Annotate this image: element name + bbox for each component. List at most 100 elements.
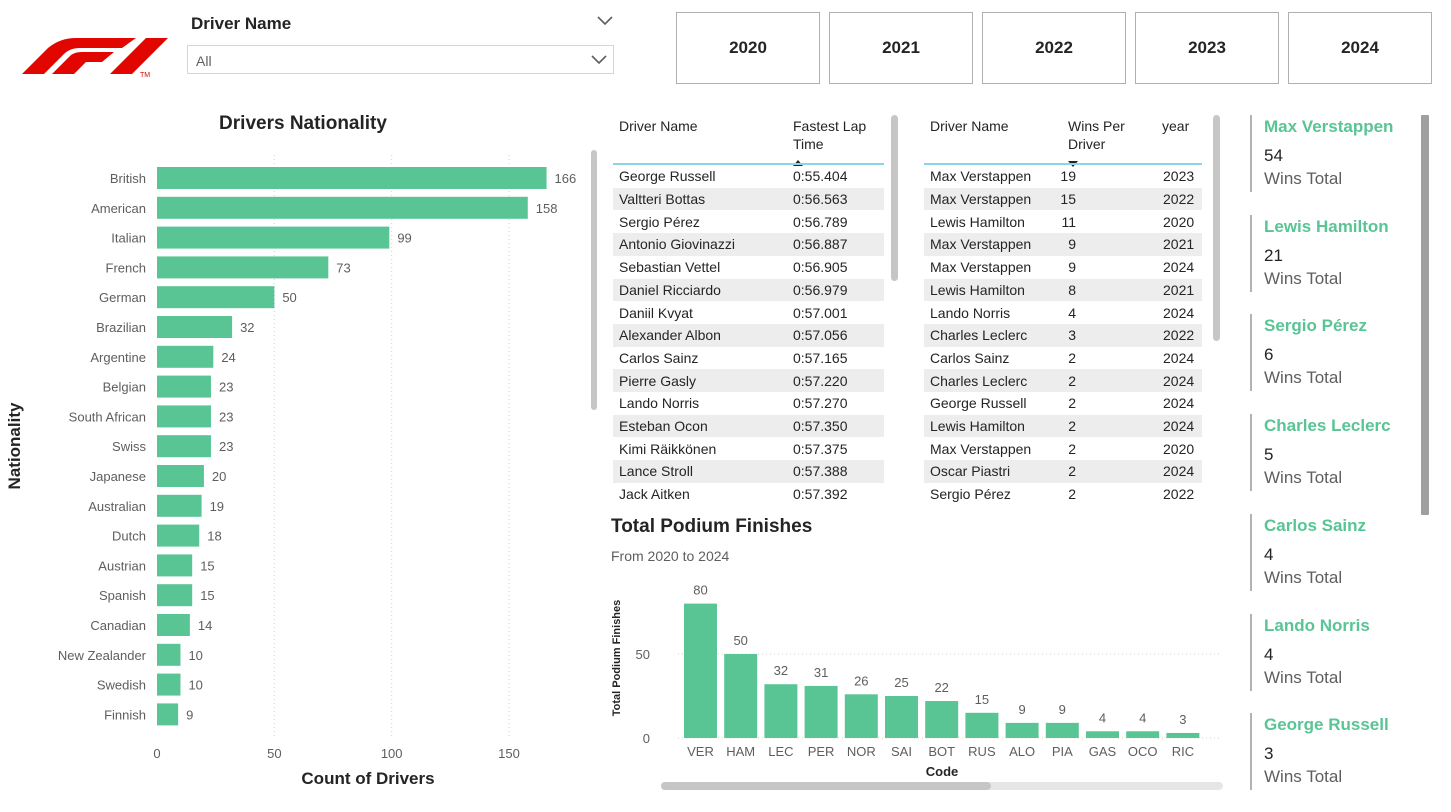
- table-row[interactable]: Daniel Ricciardo 0:56.979: [613, 278, 884, 302]
- podium-bar[interactable]: [684, 603, 717, 738]
- wins-table-scrollbar[interactable]: [1213, 115, 1220, 341]
- table-row[interactable]: Sergio Pérez 2 2022: [924, 483, 1202, 506]
- x-tick-label: LEC: [768, 744, 793, 759]
- table-row[interactable]: Esteban Ocon 0:57.350: [613, 414, 884, 438]
- fastest-lap-header-time[interactable]: Fastest Lap Time: [793, 117, 875, 153]
- podium-bar[interactable]: [885, 696, 918, 738]
- year-button-2023[interactable]: 2023: [1135, 12, 1279, 84]
- table-row[interactable]: Sebastian Vettel 0:56.905: [613, 256, 884, 279]
- table-row[interactable]: Max Verstappen 9 2021: [924, 233, 1202, 256]
- table-row[interactable]: Alexander Albon 0:57.056: [613, 323, 884, 347]
- wins-header-driver[interactable]: Driver Name: [930, 118, 1009, 134]
- nationality-bar[interactable]: [157, 405, 211, 428]
- podium-chart-scrollbar[interactable]: [661, 782, 1223, 790]
- table-row[interactable]: Lance Stroll 0:57.388: [613, 460, 884, 483]
- nationality-bar[interactable]: [157, 494, 202, 517]
- card-driver-name: Charles Leclerc: [1264, 416, 1391, 435]
- chevron-down-icon[interactable]: [596, 14, 614, 28]
- driver-name-cell: Lewis Hamilton: [930, 418, 1025, 435]
- wins-header-wins[interactable]: Wins Per Driver: [1068, 117, 1138, 153]
- x-tick-label: 0: [153, 746, 160, 761]
- nationality-bar[interactable]: [157, 643, 181, 666]
- nationality-bar[interactable]: [157, 465, 204, 487]
- nationality-bar[interactable]: [157, 554, 193, 577]
- year-button-2022[interactable]: 2022: [982, 12, 1126, 84]
- table-row[interactable]: Carlos Sainz 2 2024: [924, 347, 1202, 370]
- nationality-bar[interactable]: [157, 703, 179, 726]
- table-row[interactable]: Max Verstappen 19 2023: [924, 165, 1202, 188]
- nationality-bar[interactable]: [157, 286, 275, 309]
- table-row[interactable]: Lewis Hamilton 2 2024: [924, 414, 1202, 438]
- card-driver-name: Sergio Pérez: [1264, 316, 1367, 335]
- table-row[interactable]: Sergio Pérez 0:56.789: [613, 210, 884, 233]
- table-row[interactable]: Lando Norris 0:57.270: [613, 392, 884, 415]
- table-row[interactable]: Max Verstappen 9 2024: [924, 256, 1202, 279]
- nationality-bar[interactable]: [157, 435, 211, 458]
- table-row[interactable]: Jack Aitken 0:57.392: [613, 483, 884, 506]
- fastest-lap-header-driver[interactable]: Driver Name: [619, 118, 698, 134]
- x-tick-label: 50: [267, 746, 281, 761]
- podium-bar[interactable]: [804, 685, 838, 738]
- year-button-2024[interactable]: 2024: [1288, 12, 1432, 84]
- fastest-lap-table-scrollbar[interactable]: [891, 115, 898, 281]
- y-tick-label: Swedish: [97, 678, 146, 693]
- nationality-bar[interactable]: [157, 345, 214, 368]
- nationality-bar[interactable]: [157, 673, 181, 696]
- nationality-bar-chart: 0 50 100 150 British 166 American 158 Italian 99 F…: [5, 155, 576, 788]
- cards-scrollbar[interactable]: [1421, 115, 1429, 515]
- x-tick-label: NOR: [847, 744, 876, 759]
- podium-bar[interactable]: [1045, 722, 1079, 738]
- table-row[interactable]: Lewis Hamilton 8 2021: [924, 278, 1202, 302]
- table-row[interactable]: Valtteri Bottas 0:56.563: [613, 187, 884, 211]
- podium-bar-chart: 0 50 80 VER 50 HAM 32 LEC 31 PER 26 NOR 25 SAI 22 BOT 15…: [611, 583, 1222, 779]
- table-row[interactable]: Antonio Giovinazzi 0:56.887: [613, 233, 884, 256]
- nationality-bar[interactable]: [157, 256, 329, 279]
- table-row[interactable]: George Russell 0:55.404: [613, 165, 884, 188]
- table-row[interactable]: Lando Norris 4 2024: [924, 301, 1202, 324]
- year-button-2020[interactable]: 2020: [676, 12, 820, 84]
- table-row[interactable]: Carlos Sainz 0:57.165: [613, 347, 884, 370]
- podium-bar[interactable]: [764, 684, 798, 738]
- driver-name-dropdown[interactable]: All: [187, 45, 614, 74]
- podium-bar[interactable]: [1166, 732, 1200, 738]
- bar-data-label: 25: [894, 675, 908, 690]
- table-row[interactable]: Lewis Hamilton 11 2020: [924, 210, 1202, 233]
- nationality-bar[interactable]: [157, 167, 547, 189]
- nationality-bar[interactable]: [157, 226, 390, 249]
- nationality-bar[interactable]: [157, 614, 190, 636]
- card-driver-name: George Russell: [1264, 715, 1389, 734]
- podium-bar[interactable]: [965, 712, 999, 738]
- year-button-2021[interactable]: 2021: [829, 12, 973, 84]
- nationality-bar[interactable]: [157, 375, 211, 398]
- podium-bar[interactable]: [925, 701, 959, 738]
- nationality-bar[interactable]: [157, 584, 193, 607]
- nationality-bar[interactable]: [157, 316, 233, 338]
- card-lewis-hamilton: Lewis Hamilton 21 Wins Total: [1250, 215, 1420, 292]
- table-row[interactable]: Max Verstappen 15 2022: [924, 187, 1202, 211]
- table-row[interactable]: Charles Leclerc 3 2022: [924, 323, 1202, 347]
- bar-data-label: 15: [200, 588, 214, 603]
- table-row[interactable]: Kimi Räikkönen 0:57.375: [613, 437, 884, 460]
- podium-bar[interactable]: [1126, 731, 1160, 738]
- wins-header-year[interactable]: year: [1162, 118, 1190, 134]
- table-row[interactable]: Daniil Kvyat 0:57.001: [613, 301, 884, 324]
- table-row[interactable]: Charles Leclerc 2 2024: [924, 369, 1202, 392]
- nationality-bar[interactable]: [157, 524, 200, 547]
- fastest-lap-cell: 0:57.392: [793, 486, 848, 503]
- x-axis-title: Code: [926, 764, 959, 779]
- driver-name-cell: Max Verstappen: [930, 259, 1032, 276]
- nationality-chart-scrollbar[interactable]: [591, 150, 597, 410]
- podium-bar[interactable]: [1086, 731, 1119, 738]
- podium-bar[interactable]: [844, 694, 878, 738]
- podium-bar[interactable]: [724, 654, 758, 738]
- podium-chart-scroll-thumb[interactable]: [661, 782, 991, 790]
- nationality-bar[interactable]: [157, 196, 528, 219]
- y-axis-title: Total Podium Finishes: [611, 600, 623, 717]
- table-row[interactable]: Oscar Piastri 2 2024: [924, 460, 1202, 483]
- driver-name-cell: Pierre Gasly: [619, 372, 697, 389]
- table-row[interactable]: George Russell 2 2024: [924, 392, 1202, 415]
- driver-name-cell: Jack Aitken: [619, 486, 690, 503]
- podium-bar[interactable]: [1005, 722, 1039, 738]
- table-row[interactable]: Pierre Gasly 0:57.220: [613, 369, 884, 392]
- table-row[interactable]: Max Verstappen 2 2020: [924, 437, 1202, 460]
